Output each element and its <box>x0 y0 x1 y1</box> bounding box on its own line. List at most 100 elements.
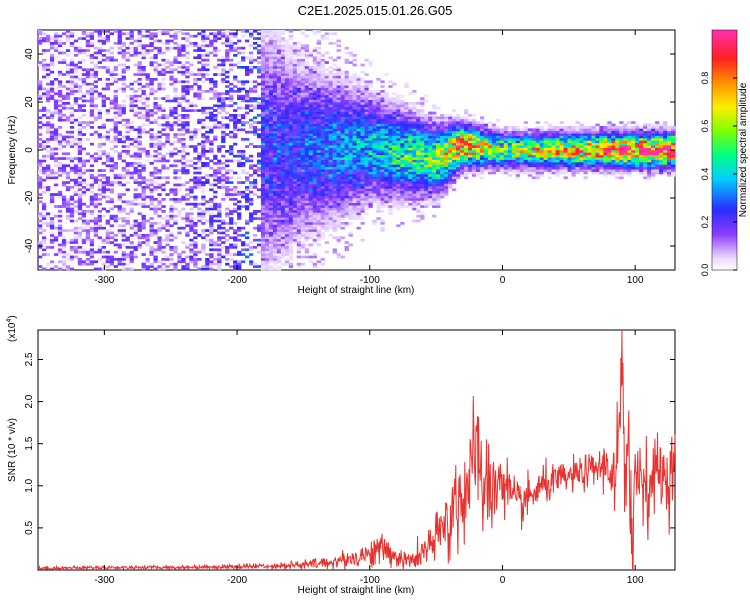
heatmap-cell <box>292 133 298 136</box>
heatmap-cell <box>197 214 202 218</box>
heatmap-cell <box>252 238 258 242</box>
heatmap-cell <box>256 162 262 165</box>
heatmap-cell <box>280 63 286 67</box>
heatmap-cell <box>249 217 254 220</box>
heatmap-cell <box>245 73 250 76</box>
heatmap-cell <box>376 106 381 110</box>
heatmap-cell <box>49 174 55 177</box>
heatmap-cell <box>193 34 198 38</box>
heatmap-cell <box>121 253 126 256</box>
heatmap-cell <box>388 195 393 199</box>
heatmap-cell <box>384 181 389 184</box>
heatmap-cell <box>280 154 286 158</box>
heatmap-cell <box>121 255 126 259</box>
heatmap-cell <box>296 42 302 45</box>
heatmap-cell <box>197 68 202 72</box>
heatmap-cell <box>352 73 357 76</box>
heatmap-cell <box>137 243 142 247</box>
heatmap-cell <box>296 126 302 129</box>
heatmap-cell <box>308 80 314 84</box>
heatmap-cell <box>105 178 110 182</box>
heatmap-cell <box>245 195 250 199</box>
heatmap-cell <box>229 210 234 213</box>
heatmap-cell <box>45 49 51 52</box>
heatmap-cell <box>213 174 218 177</box>
heatmap-cell <box>288 111 294 115</box>
heatmap-cell <box>276 243 282 247</box>
heatmap-cell <box>109 157 114 160</box>
heatmap-cell <box>328 181 333 184</box>
heatmap-cell <box>276 195 282 199</box>
heatmap-cell <box>304 118 310 122</box>
heatmap-cell <box>221 92 226 96</box>
heatmap-cell <box>101 142 106 146</box>
heatmap-cell <box>352 133 357 136</box>
heatmap-cell <box>77 61 83 64</box>
heatmap-cell <box>249 80 254 84</box>
heatmap-cell <box>288 258 294 261</box>
heatmap-cell <box>308 222 314 225</box>
heatmap-cell <box>276 169 282 172</box>
heatmap-cell <box>93 178 99 182</box>
heatmap-cell <box>376 178 381 182</box>
heatmap-cell <box>49 234 55 237</box>
heatmap-cell <box>169 63 174 67</box>
heatmap-cell <box>344 171 349 175</box>
heatmap-cell <box>340 255 345 259</box>
heatmap-cell <box>336 106 341 110</box>
heatmap-cell <box>105 152 110 156</box>
heatmap-cell <box>221 178 226 182</box>
heatmap-cell <box>149 80 154 84</box>
heatmap-cell <box>73 200 79 204</box>
heatmap-cell <box>197 183 202 187</box>
heatmap-cell <box>264 164 270 168</box>
heatmap-cell <box>177 200 182 204</box>
heatmap-cell <box>233 186 238 189</box>
heatmap-cell <box>380 190 385 194</box>
heatmap-cell <box>344 202 349 206</box>
heatmap-cell <box>53 214 59 218</box>
heatmap-cell <box>213 214 218 218</box>
heatmap-cell <box>97 219 102 223</box>
heatmap-cell <box>73 90 79 93</box>
heatmap-cell <box>49 171 55 175</box>
heatmap-cell <box>324 195 329 199</box>
heatmap-cell <box>304 171 310 175</box>
heatmap-cell <box>260 222 266 225</box>
heatmap-cell <box>360 92 365 96</box>
heatmap-cell <box>229 58 234 62</box>
heatmap-cell <box>197 85 202 88</box>
heatmap-cell <box>288 224 294 228</box>
heatmap-cell <box>252 265 258 268</box>
heatmap-cell <box>197 56 202 60</box>
heatmap-cell <box>85 123 91 127</box>
heatmap-cell <box>272 78 278 81</box>
heatmap-cell <box>101 162 106 165</box>
heatmap-cell <box>284 118 290 122</box>
heatmap-cell <box>380 99 385 103</box>
heatmap-cell <box>145 44 150 48</box>
heatmap-cell <box>93 118 99 122</box>
heatmap-cell <box>97 46 102 50</box>
heatmap-cell <box>157 85 162 88</box>
heatmap-cell <box>73 164 79 168</box>
heatmap-cell <box>384 200 389 204</box>
heatmap-cell <box>153 188 158 192</box>
heatmap-cell <box>233 90 238 93</box>
heatmap-cell <box>272 66 278 69</box>
heatmap-cell <box>304 212 310 216</box>
heatmap-cell <box>77 205 83 208</box>
heatmap-cell <box>280 231 286 235</box>
heatmap-cell <box>364 109 369 112</box>
heatmap-cell <box>292 68 298 72</box>
heatmap-cell <box>233 265 238 268</box>
heatmap-cell <box>93 51 99 55</box>
heatmap-cell <box>53 99 59 103</box>
heatmap-cell <box>300 73 306 76</box>
heatmap-cell <box>260 267 266 271</box>
heatmap-cell <box>41 222 47 225</box>
heatmap-cell <box>217 102 222 105</box>
heatmap-cell <box>328 142 333 146</box>
heatmap-cell <box>276 68 282 72</box>
heatmap-cell <box>45 138 51 141</box>
